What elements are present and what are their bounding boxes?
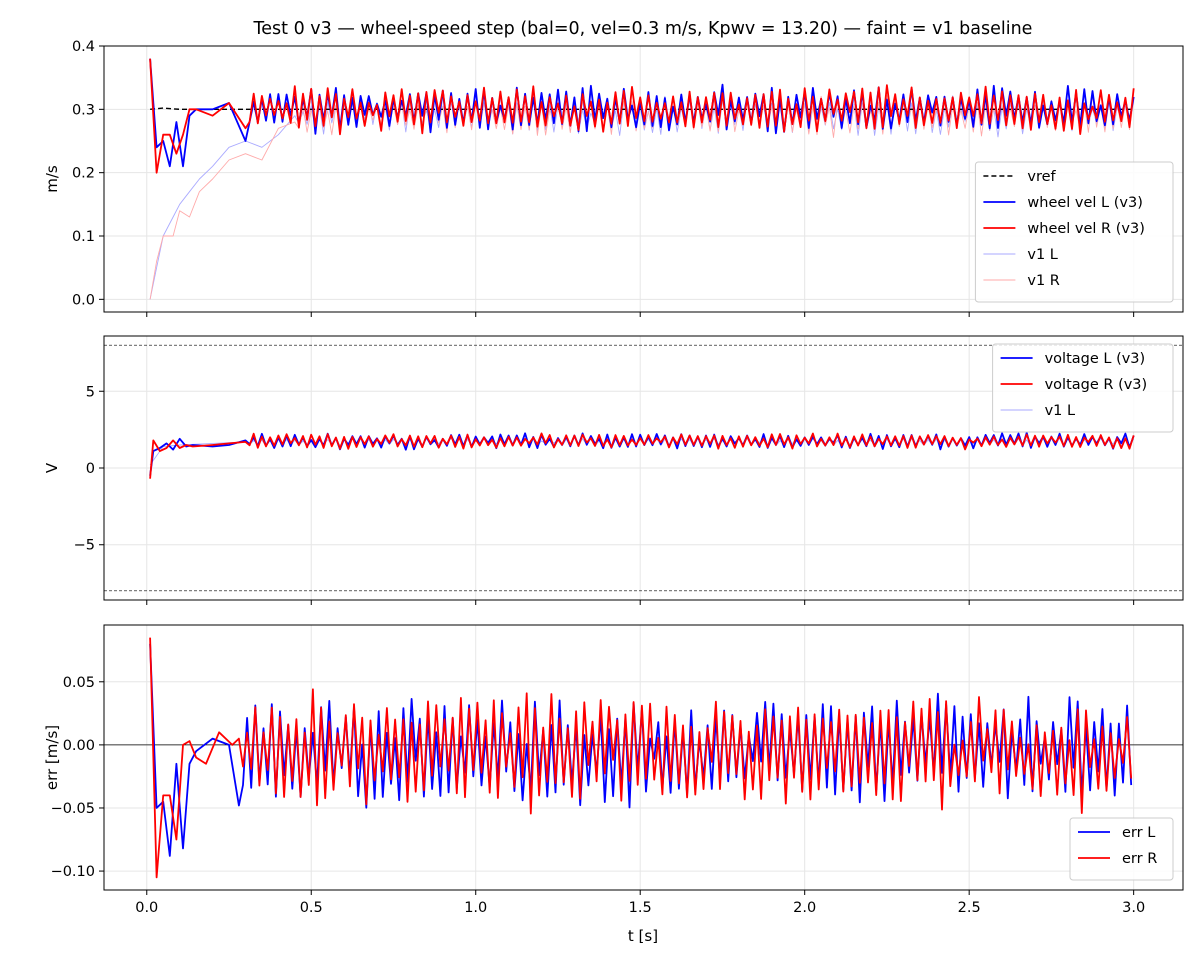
y-tick-label: −5 [74, 538, 95, 554]
y-tick-label: 0.1 [72, 229, 95, 245]
x-tick-label: 2.0 [793, 900, 816, 916]
y-tick-label: 5 [86, 384, 95, 400]
series-line-vref [150, 107, 1134, 110]
legend-label: vref [1027, 169, 1056, 185]
legend-box [974, 161, 1174, 303]
y-axis-label: m/s [43, 165, 61, 193]
legend-label: wheel vel R (v3) [1027, 221, 1144, 237]
legend-box [1069, 817, 1174, 881]
y-tick-label: 0.2 [72, 166, 95, 182]
x-tick-label: 1.5 [629, 900, 652, 916]
legend-label: wheel vel L (v3) [1027, 195, 1142, 211]
legend-label: err R [1122, 851, 1157, 867]
axes-frame [103, 45, 1184, 313]
legend-label: voltage R (v3) [1045, 377, 1148, 393]
chart-title: Test 0 v3 — wheel-speed step (bal=0, vel… [253, 19, 1033, 39]
series-line-err-r [149, 637, 1133, 879]
legend-label: v1 L [1045, 403, 1076, 419]
legend: err L err R [1069, 817, 1174, 881]
legend-label: v1 L [1027, 247, 1058, 263]
x-tick-label: 3.0 [1122, 900, 1145, 916]
legend: voltage L (v3) voltage R (v3) v1 L [992, 343, 1174, 433]
y-tick-label: 0 [86, 461, 95, 477]
y-tick-label: 0.00 [63, 738, 95, 754]
y-tick-label: −0.10 [51, 864, 95, 880]
series-line-voltage-r-v3- [149, 432, 1135, 479]
legend-box [992, 343, 1174, 433]
legend-label: voltage L (v3) [1045, 351, 1146, 367]
panels: 0.0 0.1 0.2 0.3 0.4 m/s vref wheel vel L (v3) wh… [43, 39, 1184, 916]
y-axis-label: err [m/s] [43, 725, 61, 790]
y-tick-label: 0.05 [63, 675, 95, 691]
x-tick-label: 1.0 [464, 900, 487, 916]
axes-frame [103, 624, 1184, 891]
x-tick-label: 2.5 [958, 900, 981, 916]
y-axis-label: V [43, 462, 61, 473]
x-tick-label: 0.0 [135, 900, 158, 916]
x-axis-label: t [s] [628, 927, 658, 945]
series-line-wheel-vel-r-v3- [149, 58, 1135, 174]
y-tick-label: −0.05 [51, 801, 95, 817]
legend-label: v1 R [1027, 273, 1060, 289]
y-tick-label: 0.4 [72, 39, 95, 55]
panel-3: 0.0 0.5 1.0 1.5 2.0 2.5 3.0 −0.10 −0.05 0.00 0.05 e… [43, 624, 1184, 916]
x-tick-label: 0.5 [300, 900, 323, 916]
y-tick-label: 0.0 [72, 292, 95, 308]
panel-1: 0.0 0.1 0.2 0.3 0.4 m/s vref wheel vel L (v3) wh… [43, 39, 1184, 317]
y-tick-label: 0.3 [72, 102, 95, 118]
legend-label: err L [1122, 825, 1155, 841]
legend: vref wheel vel L (v3) wheel vel R (v3) v1 L… [974, 161, 1174, 303]
